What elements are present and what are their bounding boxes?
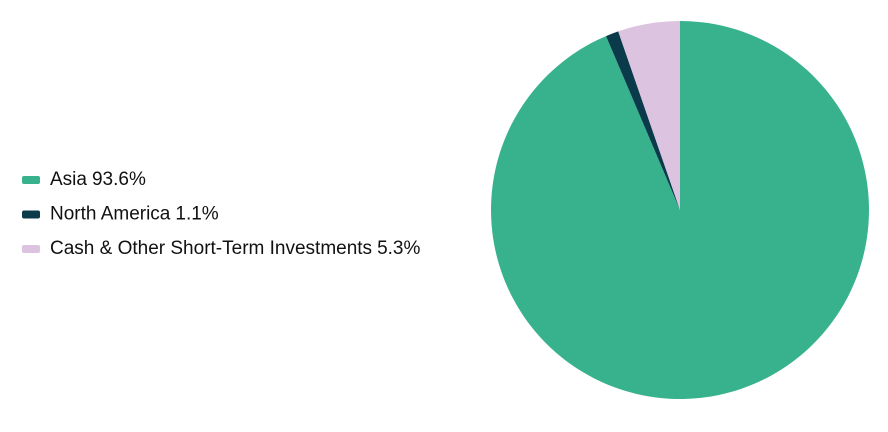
legend-label: Cash & Other Short-Term Investments 5.3% [50, 238, 420, 259]
legend-value: 93.6% [92, 169, 146, 190]
pie-slice [606, 31, 680, 210]
legend-label: North America 1.1% [50, 204, 219, 225]
legend-value: 1.1% [175, 204, 218, 225]
legend-swatch [22, 176, 40, 184]
legend-swatch [22, 210, 40, 219]
legend-name: North America [50, 204, 171, 225]
legend-name: Cash & Other Short-Term Investments [50, 238, 372, 259]
legend-name: Asia [50, 169, 87, 190]
legend-swatch [22, 245, 40, 253]
legend-label: Asia 93.6% [50, 169, 146, 190]
pie-slice [618, 21, 680, 210]
legend-value: 5.3% [377, 238, 420, 259]
